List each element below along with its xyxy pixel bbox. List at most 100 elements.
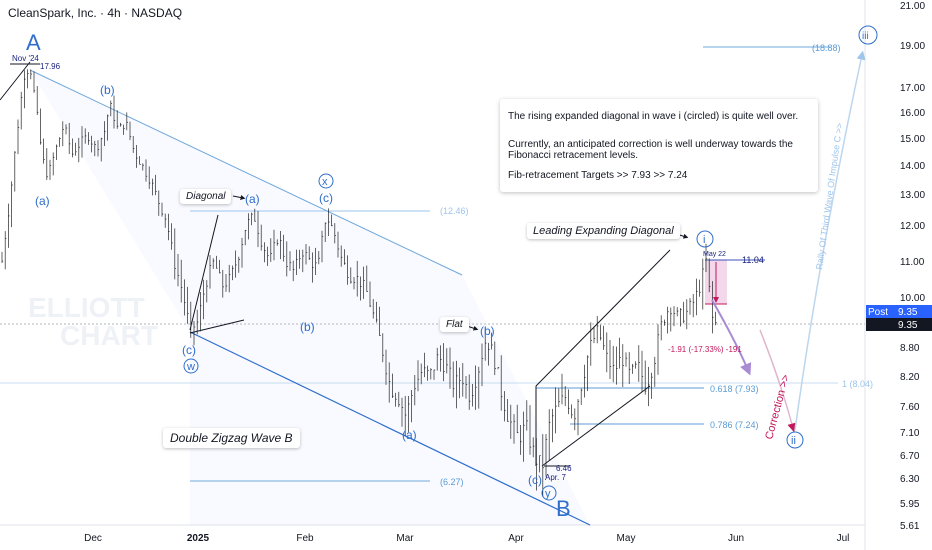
y-tick-label: 11.00 [900,257,925,268]
y-tick-label: 5.95 [900,499,920,510]
y-tick-label: 10.00 [900,293,925,304]
wave-c-3: (c) [528,473,542,487]
wave-B: B [556,496,571,521]
wave-x: x [322,176,328,188]
diagonal-tag: Diagonal [180,189,232,204]
x-tick-label: Mar [396,533,414,544]
wave-i: i [703,234,705,246]
x-tick-label: Feb [296,533,314,544]
wave-labels: A (b) (a) (a) (c) w x (c) (b) (a) (b) (c… [26,25,878,521]
high-price: 17.96 [40,62,61,71]
wave-ii: ii [791,435,796,447]
lower-channel [189,331,591,526]
price-badge [866,318,932,331]
projection-arrows [232,50,866,433]
label-8-04: 1 (8.04) [842,379,873,389]
may-high-price: 11.04 [742,255,764,265]
diagonal-pointer [232,195,246,200]
wave-iii-circle [858,25,878,45]
wave-y: y [545,488,551,500]
wave-x-circle [318,173,334,189]
chart-title: CleanSpark, Inc. · 4h · NASDAQ [8,6,183,20]
wave-w-circle [183,358,199,374]
candlesticks [1,69,717,497]
post-label: Post [868,307,888,318]
wave-b-3: (b) [480,324,495,338]
level-labels: (18.88) (12.46) (6.27) 1 (8.04) 0.618 (7… [440,43,873,487]
wave-c-1: (c) [182,343,196,357]
y-tick-label: 17.00 [900,83,925,94]
x-tick-label: Apr [508,533,524,544]
left-trend [0,61,31,101]
correction-arrow [759,329,797,433]
watermark-line-1: ELLIOTT [28,292,145,323]
rally-label: Rally Of Third Wave Of Impulse C >> [814,122,845,270]
low-date: Apr. 7 [545,473,566,482]
high-date: Nov '24 [12,54,39,63]
price-value: 9.35 [898,320,918,331]
info-line-3: Fibonacci retracement levels. [508,150,639,161]
wave-y-circle [541,485,557,501]
info-line-1: The rising expanded diagonal in wave i (… [508,111,799,122]
y-tick-label: 8.80 [900,343,920,354]
x-tick-label: Jun [728,533,744,544]
y-tick-label: 6.30 [900,474,920,485]
rally-arrow [794,50,866,431]
label-18-88: (18.88) [812,43,841,53]
y-tick-label: 7.10 [900,428,920,439]
y-tick-label: 16.00 [900,108,925,119]
down-arrow-purple [711,299,752,376]
info-box: The rising expanded diagonal in wave i (… [500,99,818,192]
leading-tag: Leading Expanding Diagonal [527,223,680,239]
wave-a-3: (a) [402,428,417,442]
info-line-2: Currently, an anticipated correction is … [508,139,793,150]
wave-w: w [186,361,195,373]
y-tick-label: 13.00 [900,190,925,201]
y-tick-label: 5.61 [900,521,920,532]
leading-lower [541,385,651,467]
price-annotations: 17.96 Nov '24 6.46 Apr. 7 11.04 May 22 -… [12,54,764,482]
x-tick-label: Dec [84,533,102,544]
x-tick-label: 2025 [187,533,210,544]
y-tick-label: 12.00 [900,221,925,232]
wave-i-circle [696,230,714,248]
channel-lines [0,61,671,526]
diagonal-lower [189,319,245,334]
upper-channel [29,69,463,276]
wave-c-2: (c) [319,191,333,205]
label-12-46: (12.46) [440,206,469,216]
watermark: ELLIOTT CHART [28,292,158,351]
y-tick-label: 14.00 [900,161,925,172]
wave-b-2: (b) [300,320,315,334]
info-line-4: Fib-retracement Targets >> 7.93 >> 7.24 [508,170,688,181]
diagonal-upper [189,214,219,331]
label-7-93: 0.618 (7.93) [710,384,759,394]
leading-upper [535,249,671,387]
x-tick-label: Jul [837,533,850,544]
double-zigzag-tag: Double Zigzag Wave B [163,428,300,448]
may-date: May 22 [703,251,726,258]
watermark-line-2: CHART [60,320,158,351]
flat-tag: Flat [440,317,469,332]
wave-a-1: (a) [35,194,50,208]
y-tick-label: 7.60 [900,402,920,413]
y-tick-label: 8.20 [900,372,920,383]
wave-iii: iii [862,31,869,42]
low-price: 6.46 [556,464,572,473]
x-axis: Dec 2025 Feb Mar Apr May Jun Jul [84,533,849,544]
y-axis: 21.00 19.00 17.00 16.00 15.00 14.00 13.00 12.00… [900,1,925,532]
wave-b-1: (b) [100,83,115,97]
wave-A: A [26,30,41,55]
wave-ii-circle [786,431,804,449]
y-tick-label: 19.00 [900,41,925,52]
y-tick-label: 6.70 [900,451,920,462]
post-value: 9.35 [898,307,918,318]
drop-label: -1.91 (-17.33%) -191 [668,345,742,354]
label-6-27: (6.27) [440,477,464,487]
y-tick-label: 15.00 [900,134,925,145]
level-lines [0,46,865,482]
wave-a-2: (a) [245,192,260,206]
post-badge [866,305,932,318]
x-tick-label: May [617,533,636,544]
